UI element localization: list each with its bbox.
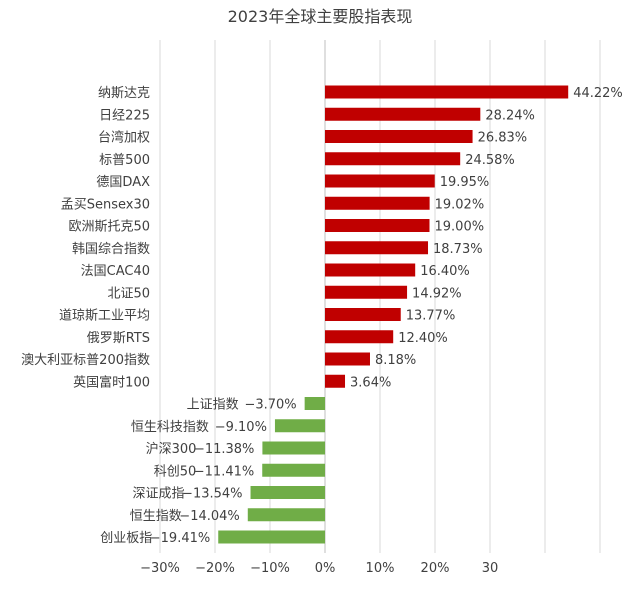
data-label: 19.00% (435, 220, 485, 235)
category-label: 台湾加权 (98, 130, 150, 146)
data-labels: 44.22% 28.24% 26.83% 24.58% 19.95% 19.02% 19.0… (150, 86, 623, 546)
category-label: 欧洲斯托克50 (68, 220, 150, 235)
data-label: 26.83% (478, 131, 528, 146)
data-label: 19.95% (440, 175, 490, 190)
category-label: 纳斯达克 (98, 86, 150, 101)
bar (325, 130, 473, 143)
category-label: 韩国综合指数 (72, 242, 150, 257)
category-label: 沪深300 (146, 441, 197, 457)
data-label: 3.64% (350, 375, 391, 390)
data-label: −19.41% (150, 531, 210, 546)
category-label: 澳大利亚标普200指数 (21, 352, 150, 368)
bar (262, 463, 325, 477)
bar (325, 374, 346, 388)
category-label: 标普500 (99, 153, 150, 168)
category-label: 北证50 (107, 286, 150, 301)
category-label: 英国富时100 (73, 374, 150, 390)
category-label: 德国DAX (96, 175, 150, 190)
category-label: 恒生科技指数 (131, 420, 209, 435)
bar (325, 196, 430, 210)
data-label: −11.41% (194, 464, 254, 479)
bar (325, 85, 569, 99)
bar (250, 486, 325, 499)
data-label: 12.40% (398, 331, 448, 346)
x-tick-label: −30% (140, 561, 180, 576)
data-label: 16.40% (420, 264, 470, 279)
category-label: 深证成指 (133, 487, 185, 502)
bar (262, 441, 325, 455)
bar (274, 419, 325, 433)
data-label: 13.77% (406, 309, 456, 324)
category-label: 道琼斯工业平均 (59, 309, 150, 324)
data-label: 28.24% (485, 108, 535, 123)
bar (325, 263, 416, 277)
x-tick-label: 20% (421, 561, 450, 576)
bar (325, 308, 401, 321)
data-label: 24.58% (465, 153, 515, 168)
x-tick-label: −20% (195, 561, 235, 576)
data-label: 8.18% (375, 353, 416, 368)
bar (325, 241, 429, 255)
data-label: −11.38% (194, 442, 254, 457)
x-tick-labels: −30% −20% −10% 0% 10% 20% 30 (140, 561, 498, 576)
category-label: 俄罗斯RTS (87, 331, 150, 346)
category-label: 恒生指数 (130, 509, 182, 524)
bar (247, 508, 325, 522)
data-label: −14.04% (179, 509, 239, 524)
data-label: 19.02% (435, 197, 485, 212)
data-label: 44.22% (573, 86, 623, 101)
bar (325, 285, 408, 299)
bar (325, 174, 435, 188)
bar (325, 152, 461, 166)
data-label: 14.92% (412, 286, 462, 301)
data-label: 18.73% (433, 242, 483, 257)
data-label: −3.70% (244, 398, 296, 413)
bar (304, 397, 325, 410)
x-tick-label: 10% (366, 561, 395, 576)
category-label: 上证指数 (187, 398, 239, 413)
bar (325, 352, 370, 366)
category-label: 日经225 (99, 108, 150, 123)
bar (325, 330, 394, 344)
x-tick-label: 30 (482, 561, 499, 576)
data-label: −9.10% (215, 420, 267, 435)
category-label: 创业板指 (100, 531, 152, 546)
category-label: 科创50 (154, 464, 197, 479)
x-tick-label: 0% (315, 561, 336, 576)
bar (325, 219, 430, 232)
bars (218, 85, 569, 544)
bar (325, 107, 481, 121)
data-label: −13.54% (182, 487, 242, 502)
chart-title: 2023年全球主要股指表现 (228, 7, 413, 26)
category-label: 孟买Sensex30 (61, 197, 150, 212)
category-label: 法国CAC40 (81, 264, 150, 279)
bar (218, 530, 325, 544)
x-tick-label: −10% (250, 561, 290, 576)
